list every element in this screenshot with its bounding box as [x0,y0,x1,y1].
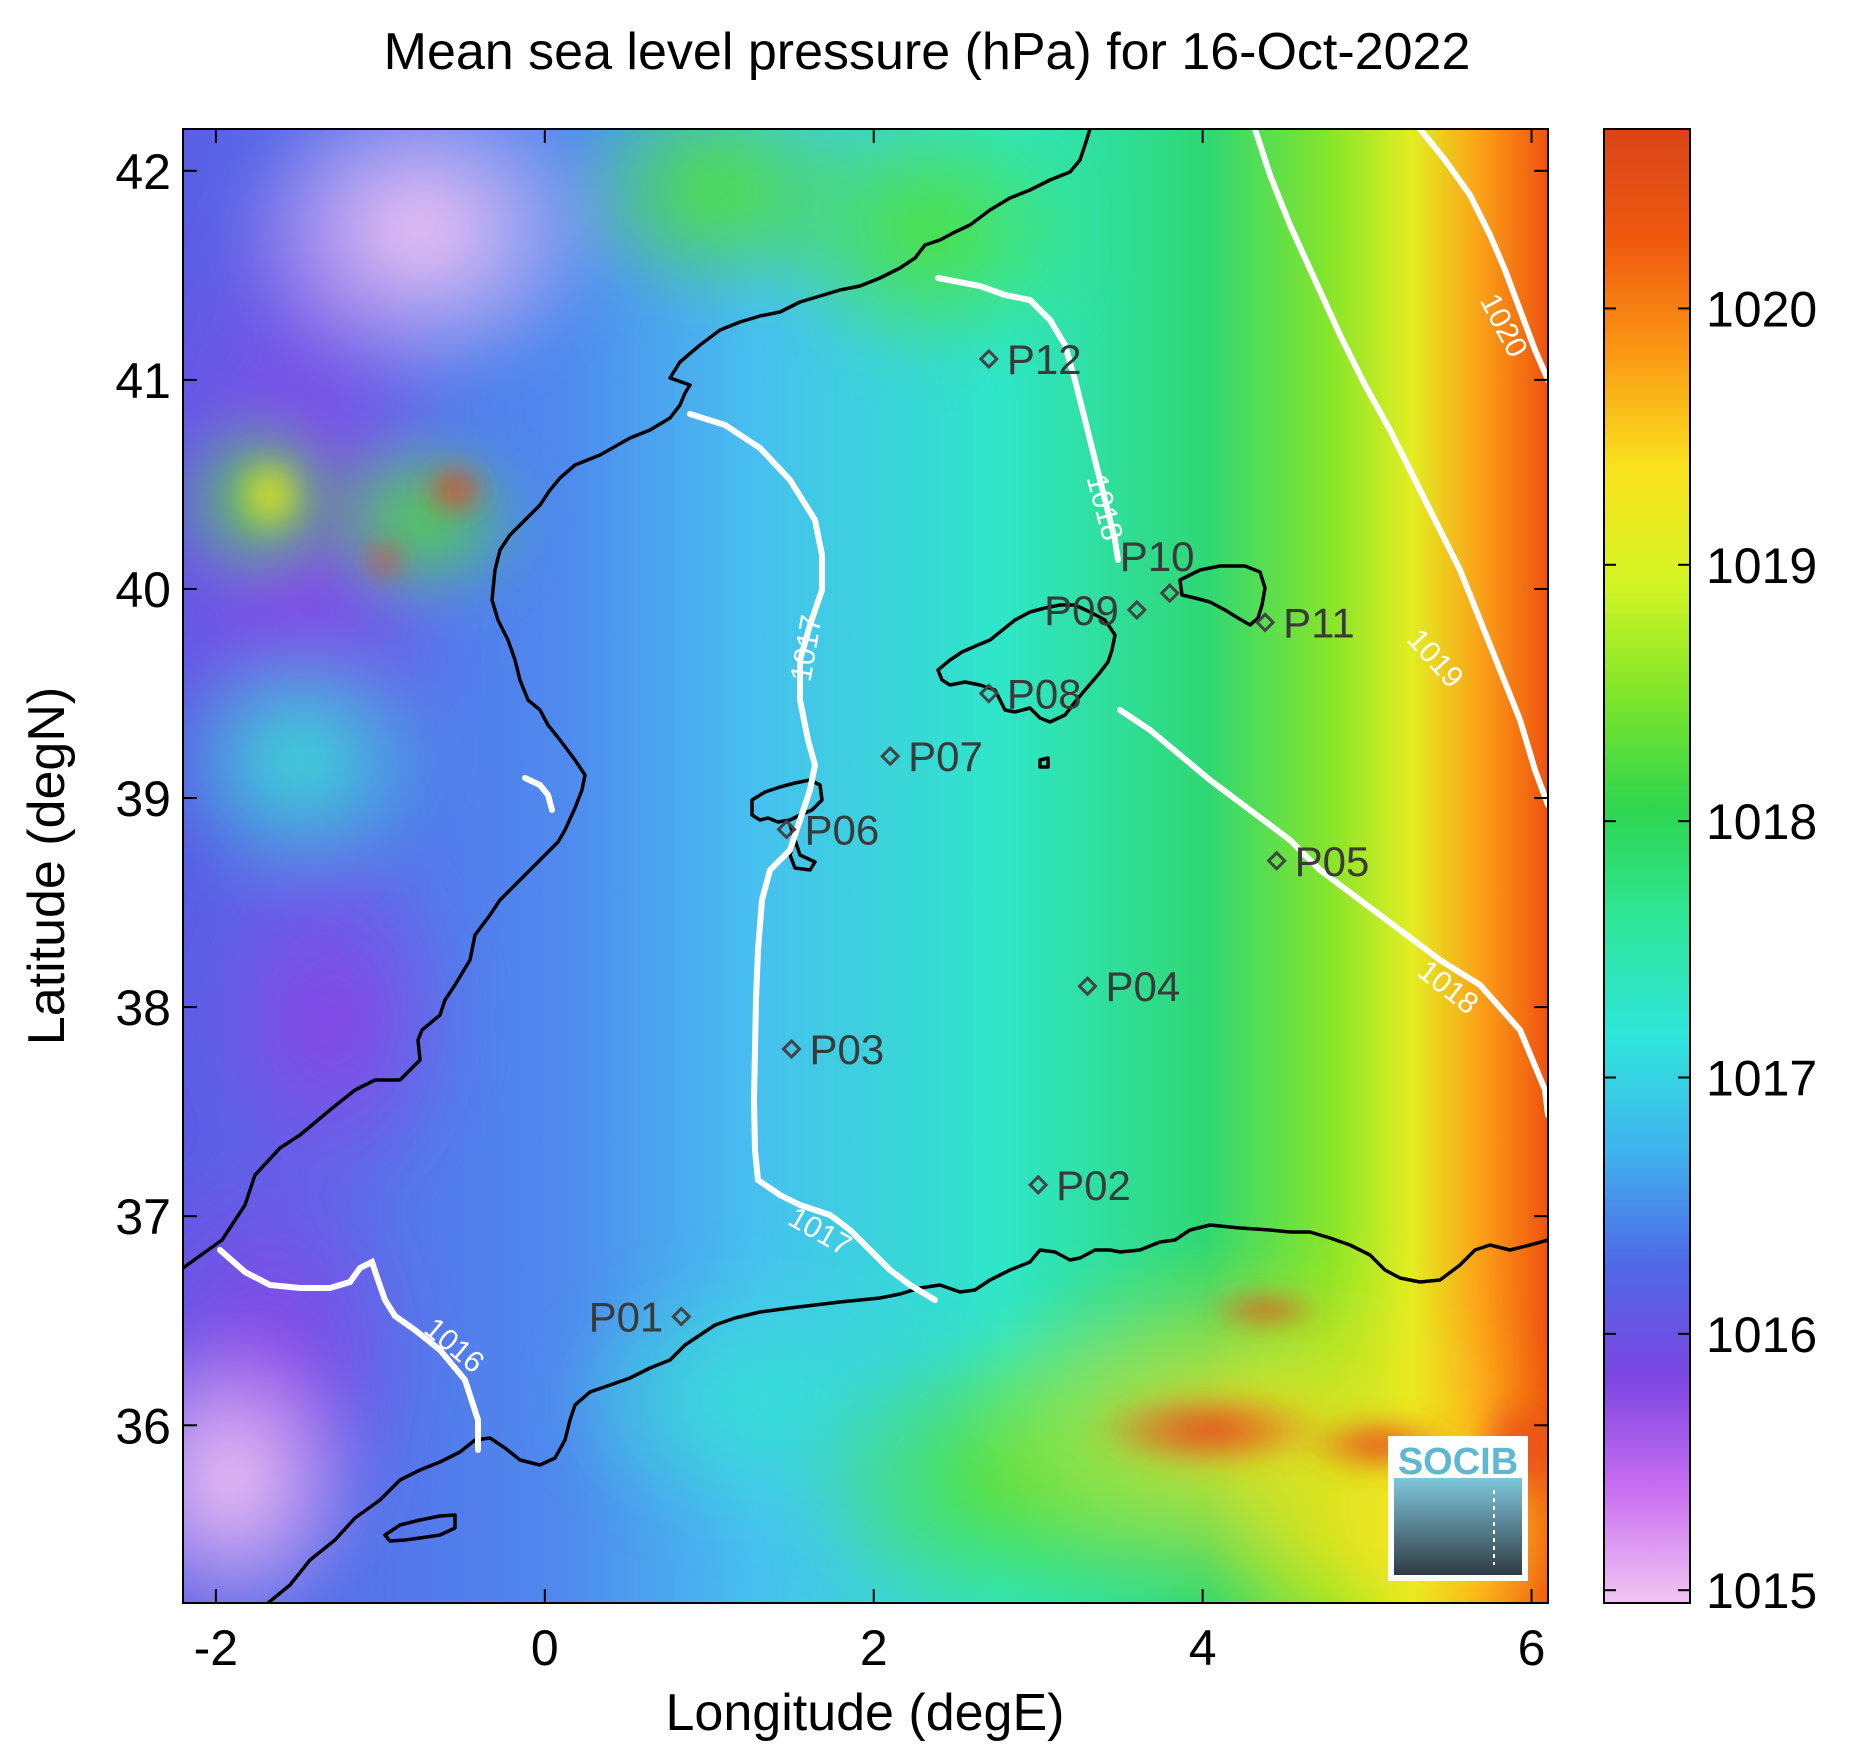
station-label: P06 [805,806,880,853]
station-label: P01 [589,1294,664,1341]
colorbar [1603,128,1691,1604]
colorbar-tick-label: 1020 [1706,281,1817,337]
station-p10: P10 [1120,533,1195,604]
station-label: P02 [1056,1162,1131,1209]
y-axis-title: Latitude (degN) [18,687,76,1045]
colorbar-tick-label: 1016 [1706,1307,1817,1363]
colorbar-tick-label: 1015 [1706,1563,1817,1619]
station-p03: P03 [781,1026,884,1073]
x-tick-label: 4 [1189,1620,1217,1676]
station-p05: P05 [1266,838,1370,885]
iberian-coastline [183,129,1092,1270]
ibiza-outline [750,778,824,824]
station-label: P12 [1007,336,1082,383]
station-p12: P12 [978,336,1082,383]
station-label: P04 [1106,963,1181,1010]
x-axis-ticks: -2 0 2 4 6 [194,129,1546,1676]
station-marker [1159,583,1180,604]
station-label: P03 [809,1026,884,1073]
colorbar-tick-label: 1019 [1706,538,1817,594]
station-label: P09 [1044,587,1119,634]
colorbar-ticks: 1015 1016 1017 1018 1019 1020 [1604,281,1817,1619]
socib-logo-text: SOCIB [1398,1441,1518,1483]
station-p11: P11 [1255,599,1355,646]
station-p02: P02 [1028,1162,1131,1209]
y-axis-ticks: 36 37 38 39 40 41 42 [115,144,1548,1454]
x-axis-title: Longitude (degE) [666,1684,1065,1742]
station-marker [978,348,999,370]
y-tick-label: 40 [115,562,171,618]
isobar-1018-north-line [935,275,1121,563]
x-tick-label: 0 [531,1620,559,1676]
station-marker [880,746,901,767]
station-marker [1255,612,1276,633]
isobar-1020-line [1417,129,1548,383]
station-marker [776,819,797,840]
socib-logo: SOCIB [1388,1436,1528,1581]
station-p07: P07 [880,733,983,780]
isobar-1016-coast-line [522,775,555,813]
map-title: Mean sea level pressure (hPa) for 16-Oct… [383,23,1471,81]
station-label: P08 [1007,671,1082,718]
y-tick-label: 36 [115,1398,171,1454]
plot-frame [182,128,1549,1604]
station-label: P10 [1120,533,1195,580]
station-marker [1028,1174,1049,1195]
station-p01: P01 [589,1294,692,1341]
station-p04: P04 [1077,963,1181,1010]
station-label: P07 [908,733,983,780]
alboran-outline [383,1513,457,1543]
y-tick-label: 37 [115,1189,171,1245]
x-tick-label: 6 [1518,1620,1546,1676]
station-marker [1266,850,1287,871]
station-marker [671,1306,692,1327]
station-label: P11 [1283,599,1355,646]
colorbar-tick-label: 1017 [1706,1050,1817,1106]
isobar-1017-line [687,411,938,1303]
station-p09: P09 [1044,587,1147,634]
station-label: P05 [1295,838,1370,885]
isobar-1016-line [217,1247,481,1453]
isobar-1018-east-line [1117,707,1548,1118]
station-marker [978,683,999,704]
y-tick-label: 41 [115,353,171,409]
x-tick-label: -2 [194,1620,238,1676]
menorca-outline [1178,564,1267,627]
isobar-1019-line [1252,129,1548,808]
colorbar-tick-label: 1018 [1706,794,1817,850]
cabrera-outline [1038,756,1050,769]
y-tick-label: 42 [115,144,171,200]
y-tick-label: 39 [115,771,171,827]
x-tick-label: 2 [860,1620,888,1676]
pressure-field [183,129,1548,1603]
station-marker [781,1038,802,1060]
station-marker [1077,976,1098,997]
station-p08: P08 [978,671,1082,718]
isobar-contours [217,129,1548,1453]
station-p06: P06 [776,806,880,853]
station-marker [1126,599,1147,621]
y-tick-label: 38 [115,980,171,1036]
